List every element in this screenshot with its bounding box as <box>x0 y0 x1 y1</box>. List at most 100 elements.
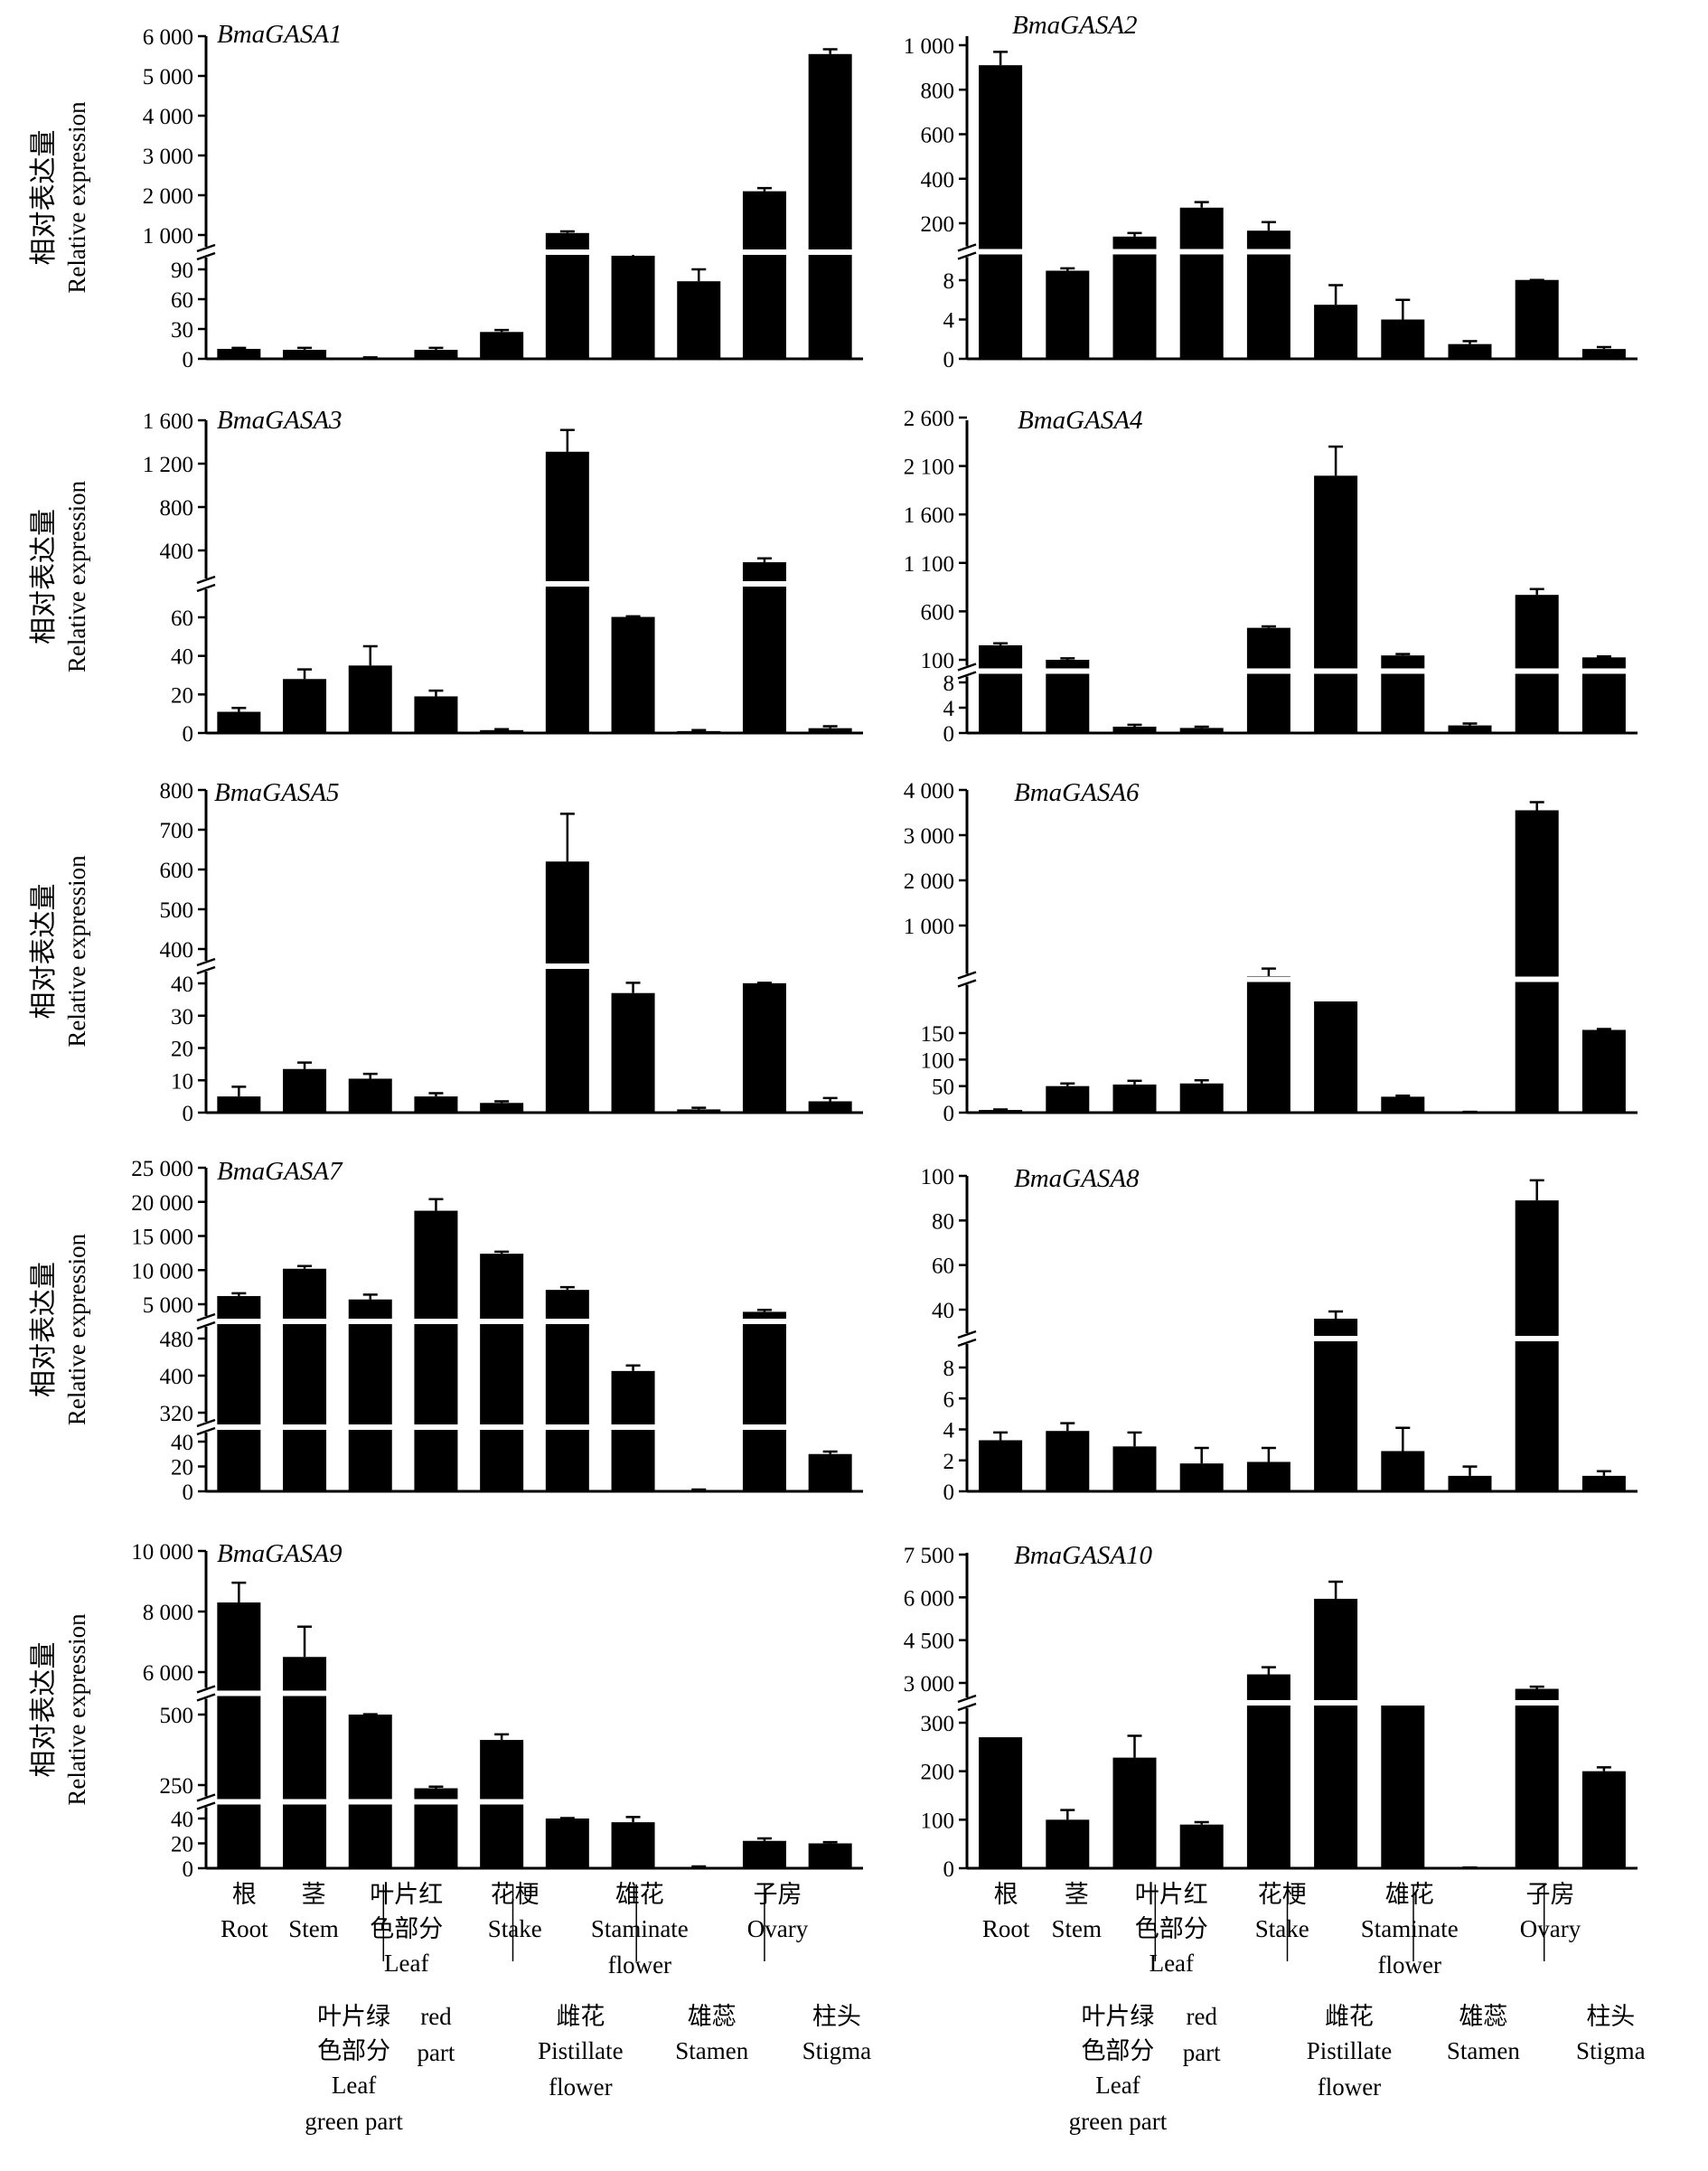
axis-break-mark <box>196 243 216 253</box>
bar-Leaf green part <box>1112 1084 1157 1113</box>
bar-Leaf red part <box>414 1210 458 1491</box>
y-tick-label: 0 <box>183 1857 194 1882</box>
category-label-cn: 叶片绿 <box>1081 2003 1154 2030</box>
y-tick-label: 20 <box>171 1038 193 1062</box>
axis-break-band <box>969 976 1639 982</box>
bar-Ovary <box>742 1311 786 1491</box>
category-label-cn: 茎 <box>302 1881 326 1908</box>
bar-Leaf green part <box>348 1078 392 1113</box>
axis-break-mark <box>957 1338 977 1348</box>
bar-Ovary <box>742 191 786 359</box>
category-label-cn: 花梗 <box>491 1881 540 1908</box>
bar-Leaf red part <box>414 1096 458 1113</box>
y-tick-label: 2 100 <box>904 456 954 480</box>
axis-break-mark <box>957 1330 977 1339</box>
y-tick-label: 20 <box>171 683 193 708</box>
axis-break-mark <box>196 1426 216 1436</box>
bar-Ovary <box>742 562 786 733</box>
bar-Stem <box>1046 1086 1090 1113</box>
category-label-en: flower <box>1377 1951 1441 1978</box>
category-label-cn: 花梗 <box>1258 1881 1307 1908</box>
y-tick-label: 60 <box>932 1255 954 1279</box>
panel-BmaGASA3: 0 20 40 60 400 800 1 200 1 600 BmaGASA3 相对表达量 Rela… <box>29 406 865 747</box>
y-tick-label: 3 000 <box>904 1672 954 1696</box>
axis-break-band <box>208 1319 865 1324</box>
bar-Staminate flower <box>611 1822 655 1868</box>
category-label-en: Staminate <box>1361 1915 1459 1942</box>
y-axis-label-cn: 相对表达量 <box>29 509 59 644</box>
axis-break-mark <box>957 1694 977 1704</box>
category-label-en: Ovary <box>747 1915 809 1942</box>
bar-Leaf red part <box>414 350 458 359</box>
bar-Ovary <box>1515 810 1559 1113</box>
axis-break-mark <box>196 1693 216 1702</box>
category-label-en: flower <box>608 1951 671 1978</box>
y-tick-label: 4 000 <box>904 779 954 804</box>
category-label-en: Stake <box>488 1915 542 1942</box>
bar-Pistillate flower <box>1314 1598 1358 1868</box>
gene-title: BmaGASA7 <box>217 1157 343 1186</box>
axis-break-band <box>969 249 1639 255</box>
bar-Stake <box>480 1254 524 1491</box>
gene-title: BmaGASA5 <box>214 778 340 807</box>
y-tick-label: 800 <box>160 779 194 804</box>
axis-break-mark <box>196 583 216 593</box>
y-tick-label: 10 000 <box>131 1259 193 1283</box>
y-axis-label-cn: 相对表达量 <box>29 1262 59 1397</box>
y-tick-label: 8 <box>943 269 955 294</box>
y-axis-label-en: Relative expression <box>63 1233 90 1425</box>
y-tick-label: 0 <box>183 1480 194 1505</box>
y-tick-label: 5 000 <box>143 65 193 89</box>
bar-Pistillate flower <box>545 1819 589 1868</box>
axis-break-gap <box>963 246 971 258</box>
bar-Ovary <box>742 1840 786 1868</box>
y-tick-label: 40 <box>171 1808 193 1832</box>
y-tick-label: 0 <box>183 722 194 747</box>
axis-break-mark <box>957 971 977 980</box>
axis-break-mark <box>196 957 216 967</box>
bar-Leaf green part <box>1112 727 1157 733</box>
y-axis-label-en: Relative expression <box>63 480 90 672</box>
category-label-en: part <box>1183 2039 1221 2066</box>
y-tick-label: 1 100 <box>904 552 954 577</box>
bar-Stem <box>283 1068 327 1113</box>
y-tick-label: 500 <box>160 1704 194 1728</box>
bar-Pistillate flower <box>1314 305 1358 359</box>
axis-break-band <box>208 249 865 255</box>
category-label-en: red <box>420 2003 452 2030</box>
bar-Root <box>979 644 1023 733</box>
bar-Root <box>217 1295 261 1491</box>
y-tick-label: 60 <box>171 606 193 631</box>
bar-Stem <box>283 679 327 733</box>
category-label-cn: 雌花 <box>1325 2003 1374 2030</box>
y-tick-label: 800 <box>921 79 955 103</box>
category-label-en: part <box>417 2039 455 2066</box>
bar-Stake <box>1246 976 1290 1113</box>
y-tick-label: 0 <box>943 348 955 372</box>
gene-title: BmaGASA8 <box>1014 1164 1140 1193</box>
y-axis-label-cn: 相对表达量 <box>29 1642 59 1778</box>
y-tick-label: 2 600 <box>904 407 954 431</box>
axis-break-band <box>208 581 865 587</box>
y-tick-label: 6 000 <box>904 1586 954 1611</box>
y-tick-label: 1 600 <box>143 409 193 434</box>
y-tick-label: 15 000 <box>131 1226 193 1250</box>
category-label-en: Pistillate <box>1307 2037 1393 2064</box>
axis-break-gap <box>202 1316 210 1327</box>
category-label-en: green part <box>305 2108 403 2135</box>
bar-Stem <box>283 1268 327 1491</box>
y-tick-label: 7 500 <box>904 1544 954 1568</box>
bar-Stigma <box>808 1843 852 1868</box>
axis-break-gap <box>202 1796 210 1808</box>
bar-Leaf red part <box>1179 1824 1224 1868</box>
y-tick-label: 30 <box>171 318 193 343</box>
bar-Root <box>217 711 261 733</box>
axis-break-gap <box>963 665 971 677</box>
category-label-cn: 子房 <box>753 1881 802 1908</box>
gene-title: BmaGASA2 <box>1012 11 1138 40</box>
y-tick-label: 1 200 <box>143 453 193 477</box>
y-tick-label: 8 <box>943 672 955 696</box>
bar-Stigma <box>1581 1029 1626 1113</box>
